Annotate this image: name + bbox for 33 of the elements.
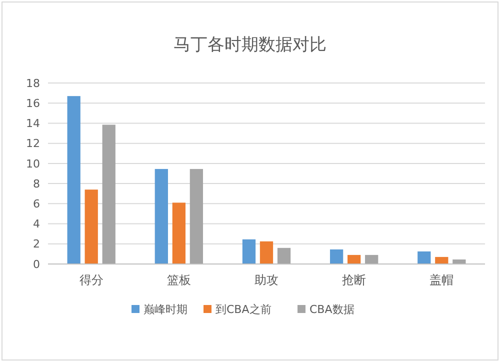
- y-tick-label: 10: [26, 157, 40, 170]
- x-tick-label: 篮板: [166, 273, 191, 287]
- bar: [418, 251, 431, 264]
- bar: [67, 96, 80, 264]
- y-tick-label: 8: [33, 177, 40, 190]
- y-tick-label: 6: [33, 198, 40, 211]
- bar: [154, 168, 168, 264]
- legend-label: 到CBA之前: [216, 302, 272, 316]
- bar: [172, 202, 186, 264]
- x-tick-label: 助攻: [254, 273, 278, 287]
- bar: [330, 249, 344, 264]
- y-tick-label: 14: [26, 117, 40, 130]
- bar: [365, 254, 378, 264]
- bar: [84, 190, 98, 264]
- legend-label: CBA数据: [310, 302, 354, 316]
- bar: [435, 256, 448, 264]
- y-tick-label: 4: [33, 218, 40, 231]
- y-tick-label: 16: [26, 96, 40, 110]
- y-tick-label: 2: [33, 238, 40, 251]
- bar: [242, 239, 256, 264]
- x-tick-label: 盖帽: [430, 273, 454, 287]
- bar: [102, 124, 116, 264]
- y-tick-label: 18: [26, 76, 40, 90]
- y-tick-label: 0: [33, 258, 40, 271]
- chart-title: 马丁各时期数据对比: [174, 35, 326, 55]
- x-tick-label: 得分: [79, 273, 104, 287]
- x-tick-label: 抢断: [342, 273, 366, 287]
- bar: [277, 248, 291, 264]
- bar: [190, 168, 204, 264]
- bar: [348, 254, 361, 264]
- legend-label: 巅峰时期: [144, 302, 188, 316]
- y-tick-label: 12: [26, 137, 40, 150]
- bar: [260, 241, 274, 264]
